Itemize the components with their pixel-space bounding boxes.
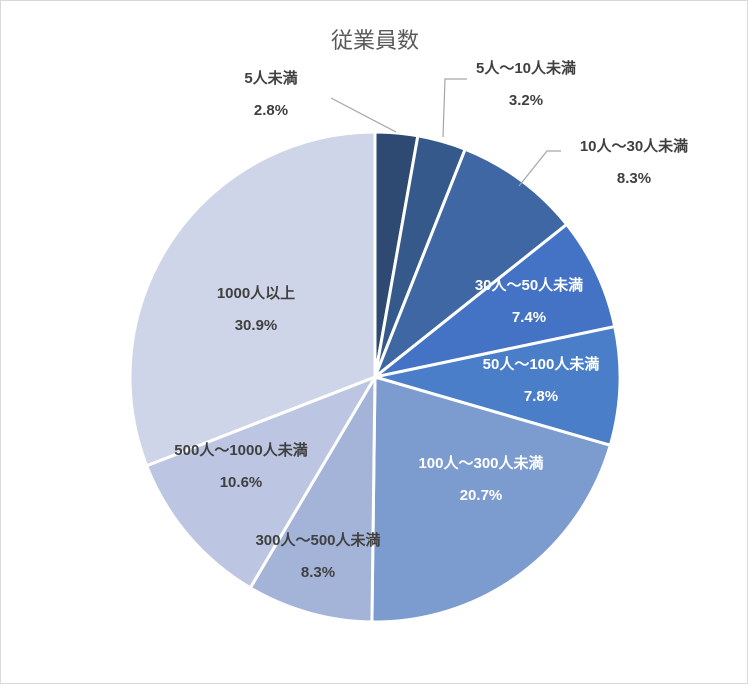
slice-category-label: 30人～50人未満 xyxy=(475,276,583,294)
slice-category-label: 500人～1000人未満 xyxy=(174,441,307,459)
data-labels: 5人未満 2.8% 5人～10人未満 3.2% 10人～30人未満 8.3% 30人～50人… xyxy=(174,59,688,581)
pie-slice xyxy=(128,130,377,468)
slice-value-label: 30.9% xyxy=(235,317,278,334)
slice-value-label: 3.2% xyxy=(509,92,543,109)
leader-lines xyxy=(330,78,561,187)
pie-slice xyxy=(248,375,377,624)
chart-title: 従業員数 xyxy=(331,29,419,54)
pie-slice xyxy=(370,375,612,624)
leader-line xyxy=(442,78,467,138)
slice-category-label: 300人～500人未満 xyxy=(255,531,380,549)
slice-value-label: 7.4% xyxy=(512,309,546,326)
slice-value-label: 20.7% xyxy=(460,487,503,504)
slice-category-label: 10人～30人未満 xyxy=(580,137,688,155)
slice-value-label: 8.3% xyxy=(301,564,335,581)
slice-category-label: 1000人以上 xyxy=(217,285,295,302)
slice-value-label: 8.3% xyxy=(617,170,651,187)
slice-value-label: 7.8% xyxy=(524,388,558,405)
leader-line xyxy=(330,97,397,133)
slice-value-label: 2.8% xyxy=(254,102,288,119)
slice-value-label: 10.6% xyxy=(220,474,263,491)
pie-slice xyxy=(145,375,377,590)
slice-category-label: 5人未満 xyxy=(244,69,297,87)
leader-line xyxy=(518,150,561,187)
pie-slices xyxy=(128,130,622,624)
slice-category-label: 50人～100人未満 xyxy=(483,355,600,373)
slice-category-label: 100人～300人未満 xyxy=(418,454,543,472)
pie-slice xyxy=(373,147,569,379)
pie-slice xyxy=(373,325,622,447)
slice-category-label: 5人～10人未満 xyxy=(476,59,576,77)
